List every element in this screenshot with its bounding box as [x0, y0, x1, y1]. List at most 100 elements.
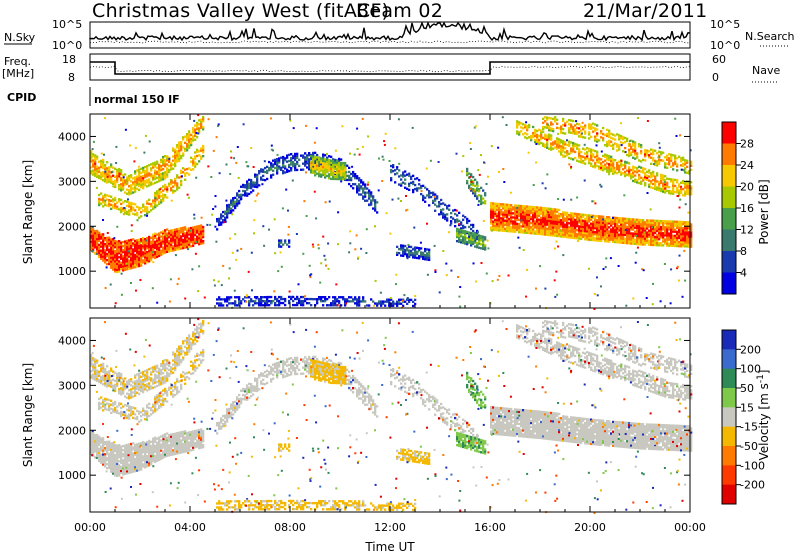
power-cell	[230, 207, 233, 210]
power-cell	[195, 241, 198, 243]
power-cell	[594, 202, 597, 205]
power-cell	[187, 248, 190, 251]
power-cell	[408, 300, 411, 304]
power-cell	[328, 167, 331, 170]
power-cell	[112, 266, 115, 269]
power-cell	[194, 238, 197, 241]
power-cell	[386, 300, 389, 303]
power-cell	[146, 210, 149, 213]
power-cell	[622, 223, 625, 226]
power-cell	[168, 232, 171, 235]
power-cell	[357, 257, 359, 260]
power-cell	[360, 187, 363, 190]
power-cell	[138, 165, 141, 168]
power-cell	[680, 158, 683, 161]
power-cell	[162, 232, 165, 235]
power-cell	[162, 242, 165, 245]
power-cell	[518, 222, 521, 226]
power-cell	[120, 202, 123, 206]
power-cell	[92, 169, 95, 172]
power-cell	[152, 174, 155, 177]
power-cell	[238, 298, 241, 301]
power-cell	[490, 220, 493, 223]
power-cell	[634, 166, 637, 169]
power-cell	[454, 225, 457, 228]
power-cell	[540, 232, 543, 236]
power-cell	[340, 296, 343, 299]
power-cell	[408, 245, 411, 248]
power-cell	[388, 298, 391, 301]
power-cell	[108, 242, 111, 245]
power-cell	[574, 218, 577, 222]
power-cell	[156, 172, 159, 176]
power-cell	[548, 137, 551, 140]
power-cell	[678, 185, 681, 188]
power-cell	[426, 252, 429, 255]
power-cell	[428, 252, 431, 255]
power-cell	[322, 304, 325, 307]
power-cell	[646, 219, 649, 222]
power-cell	[298, 164, 301, 168]
power-cell	[146, 236, 149, 240]
power-cell	[560, 145, 563, 148]
power-cell	[408, 172, 411, 175]
power-cell	[134, 190, 137, 193]
power-cell	[172, 237, 175, 240]
power-cell	[588, 218, 591, 221]
power-cell	[532, 222, 535, 225]
power-cell	[532, 230, 535, 233]
power-cell	[654, 229, 657, 233]
power-cell	[402, 246, 405, 249]
power-cell	[646, 170, 649, 173]
power-cell	[178, 233, 181, 237]
power-cell	[140, 244, 143, 247]
power-cell	[548, 209, 551, 212]
power-cell	[146, 251, 149, 254]
power-cell	[350, 172, 353, 176]
power-cell	[190, 226, 193, 230]
power-cell	[232, 302, 235, 305]
power-cell	[260, 296, 263, 299]
power-cell	[180, 181, 183, 185]
power-cell	[608, 218, 611, 221]
power-cell	[152, 253, 155, 257]
power-cell	[112, 166, 115, 169]
power-cell	[114, 254, 117, 257]
power-cell	[122, 184, 125, 187]
power-cell	[612, 216, 614, 219]
power-cell	[546, 126, 549, 129]
power-cell	[568, 230, 571, 233]
power-cell	[632, 165, 635, 168]
power-cell	[672, 164, 675, 167]
power-cell	[140, 248, 143, 251]
power-cell	[178, 159, 181, 163]
power-cell	[106, 175, 109, 178]
power-cell	[374, 279, 377, 282]
power-cell	[690, 164, 693, 168]
power-cell	[236, 194, 239, 197]
power-cell	[596, 150, 599, 154]
power-cell	[170, 239, 173, 242]
power-cell	[414, 177, 417, 181]
power-cell	[146, 247, 149, 250]
power-cell	[666, 232, 669, 235]
power-cell	[332, 175, 335, 179]
power-cell	[410, 298, 413, 302]
power-cell	[192, 240, 195, 243]
power-cell	[670, 232, 673, 235]
power-cell	[602, 268, 605, 270]
power-cell	[164, 175, 167, 178]
power-cell	[648, 171, 651, 174]
power-cell	[168, 240, 171, 243]
power-cell	[268, 300, 271, 303]
power-cell	[670, 178, 673, 181]
power-cell	[540, 218, 543, 222]
power-cell	[532, 220, 535, 223]
power-cell	[128, 209, 131, 212]
power-cell	[546, 146, 549, 149]
power-cell	[240, 195, 243, 199]
power-cell	[138, 240, 141, 244]
power-cell	[498, 208, 501, 212]
power-cell	[604, 223, 607, 227]
power-cell	[436, 197, 439, 200]
